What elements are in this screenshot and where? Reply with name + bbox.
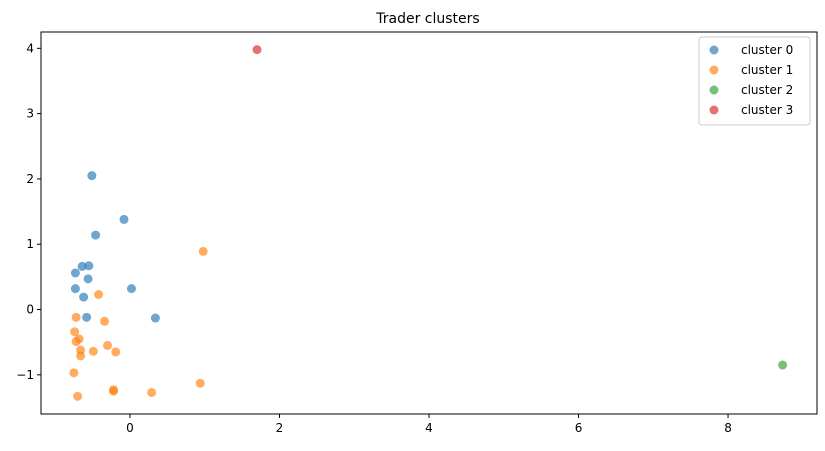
data-point-cluster-1	[198, 246, 208, 256]
data-point-cluster-0	[70, 284, 80, 294]
data-point-cluster-0	[84, 261, 94, 271]
data-point-cluster-1	[88, 346, 98, 356]
data-point-cluster-2	[778, 360, 788, 370]
plot-area	[40, 31, 818, 415]
data-point-cluster-1	[103, 340, 113, 350]
legend-label: cluster 2	[741, 83, 793, 97]
x-tick-label: 2	[276, 421, 284, 435]
chart-title: Trader clusters	[375, 11, 479, 27]
data-point-cluster-1	[71, 337, 81, 347]
legend-label: cluster 1	[741, 63, 793, 77]
data-point-cluster-1	[73, 391, 83, 401]
data-point-cluster-0	[79, 292, 89, 302]
legend-marker	[709, 45, 719, 55]
data-point-cluster-1	[109, 386, 119, 396]
legend-box	[698, 36, 811, 126]
data-point-cluster-1	[71, 312, 81, 322]
x-tick-label: 6	[575, 421, 583, 435]
data-points	[69, 45, 788, 401]
data-point-cluster-1	[76, 351, 86, 361]
axis-ticks: 0 2 4 6 8 −1 0 1 2 3 4	[16, 41, 732, 435]
x-tick-label: 8	[724, 421, 732, 435]
x-tick-label: 0	[126, 421, 134, 435]
data-point-cluster-1	[70, 327, 80, 337]
data-point-cluster-0	[150, 313, 160, 323]
data-point-cluster-1	[111, 347, 121, 357]
data-point-cluster-0	[126, 284, 136, 294]
data-point-cluster-1	[147, 387, 157, 397]
data-point-cluster-1	[195, 378, 205, 388]
y-tick-label: 2	[26, 172, 34, 186]
data-point-cluster-0	[91, 230, 101, 240]
data-point-cluster-1	[100, 316, 110, 326]
data-point-cluster-0	[83, 274, 93, 284]
legend-marker	[709, 85, 719, 95]
y-tick-label: 0	[26, 303, 34, 317]
data-point-cluster-1	[69, 368, 79, 378]
data-point-cluster-3	[252, 45, 262, 55]
data-point-cluster-0	[87, 171, 97, 181]
y-tick-label: −1	[16, 368, 34, 382]
y-tick-label: 3	[26, 107, 34, 121]
x-tick-label: 4	[425, 421, 433, 435]
data-point-cluster-0	[77, 261, 87, 271]
legend: cluster 0 cluster 1 cluster 2 cluster 3	[698, 36, 811, 126]
legend-label: cluster 3	[741, 103, 793, 117]
data-point-cluster-0	[70, 268, 80, 278]
data-point-cluster-0	[82, 312, 92, 322]
legend-marker	[709, 65, 719, 75]
y-tick-label: 1	[26, 237, 34, 251]
y-tick-label: 4	[26, 41, 34, 55]
legend-marker	[709, 105, 719, 115]
legend-label: cluster 0	[741, 43, 793, 57]
data-point-cluster-1	[94, 290, 104, 300]
data-point-cluster-0	[119, 214, 129, 224]
